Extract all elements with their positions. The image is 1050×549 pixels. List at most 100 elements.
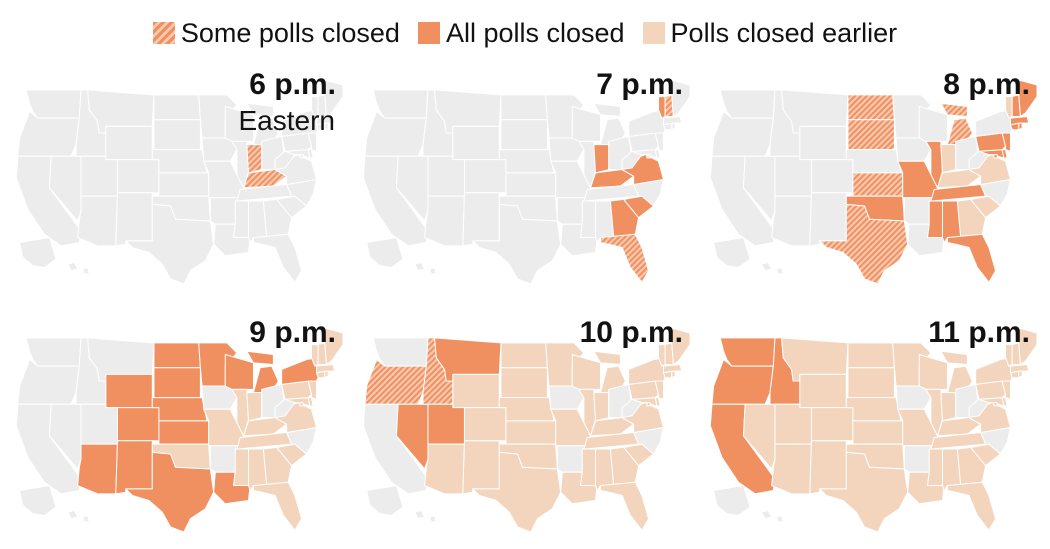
state-ut — [774, 155, 812, 197]
state-nd — [847, 342, 895, 369]
state-in — [246, 144, 263, 174]
legend-item-closed-earlier: Polls closed earlier — [642, 18, 897, 49]
state-sd — [500, 119, 548, 151]
us-map — [362, 79, 691, 285]
state-fl — [599, 481, 650, 531]
state-or — [17, 359, 80, 405]
us-map — [709, 79, 1038, 285]
state-in — [246, 392, 263, 422]
state-ms — [233, 200, 249, 239]
state-ak — [366, 485, 404, 516]
state-ms — [580, 448, 596, 487]
state-ak — [19, 485, 57, 516]
state-ut — [774, 403, 812, 445]
state-az — [771, 443, 812, 495]
map-panel: 9 p.m. — [8, 310, 348, 545]
state-co — [810, 407, 854, 442]
state-me — [671, 327, 691, 365]
state-ms — [927, 448, 943, 487]
state-ms — [580, 200, 596, 239]
state-wi — [918, 106, 948, 142]
state-az — [424, 443, 465, 495]
state-dc — [299, 154, 304, 159]
panel-time-label: 10 p.m. — [579, 316, 683, 349]
state-ri — [324, 370, 329, 379]
state-wy — [105, 373, 153, 409]
us-map — [362, 327, 691, 533]
state-hi — [414, 509, 437, 523]
state-de — [307, 149, 314, 159]
state-ri — [1018, 370, 1023, 379]
legend-swatch-solid — [417, 22, 440, 44]
state-co — [810, 159, 854, 194]
legend-item-some-closed: Some polls closed — [152, 18, 400, 49]
state-nc — [970, 179, 1011, 207]
state-ks — [158, 420, 210, 445]
state-nd — [847, 94, 895, 121]
state-nm — [809, 440, 847, 495]
state-wv — [621, 398, 643, 419]
state-ny — [281, 357, 319, 385]
state-ny — [628, 109, 666, 137]
state-dc — [299, 402, 304, 407]
legend-swatch-light — [642, 22, 665, 44]
state-ne — [498, 149, 555, 174]
state-wa — [372, 337, 429, 367]
state-nm — [462, 440, 500, 495]
state-wa — [719, 337, 776, 367]
map-panel: 10 p.m. — [355, 310, 695, 545]
state-sd — [153, 119, 201, 151]
us-map — [709, 327, 1038, 533]
state-ks — [505, 420, 557, 445]
state-dc — [646, 402, 651, 407]
state-fl — [252, 233, 303, 283]
state-az — [77, 195, 118, 247]
panel-time-label: 11 p.m. — [928, 316, 1030, 349]
state-mi — [940, 102, 973, 146]
state-de — [1001, 149, 1008, 159]
state-wi — [571, 354, 601, 390]
state-me — [324, 327, 344, 365]
state-ri — [671, 122, 676, 131]
state-ga — [609, 446, 640, 487]
panel-time-label: 7 p.m. — [596, 68, 683, 101]
state-ne — [845, 397, 902, 422]
state-nc — [276, 179, 317, 207]
legend-swatch-hatched — [152, 22, 175, 44]
state-hi — [67, 261, 90, 275]
state-co — [463, 407, 507, 442]
state-ma — [662, 363, 683, 374]
state-ne — [498, 397, 555, 422]
state-tx — [125, 203, 215, 285]
state-co — [116, 407, 160, 442]
state-vt — [1005, 96, 1013, 119]
state-wa — [25, 337, 82, 367]
panel-time-label: 8 p.m. — [943, 68, 1030, 101]
state-ri — [1018, 122, 1023, 131]
state-fl — [252, 481, 303, 531]
state-wy — [799, 373, 847, 409]
state-nm — [462, 192, 500, 247]
state-wv — [274, 398, 296, 419]
state-wa — [25, 89, 82, 119]
state-ne — [151, 149, 208, 174]
map-panel: 11 p.m. — [702, 310, 1042, 545]
state-ky — [590, 169, 635, 189]
state-wy — [105, 125, 153, 161]
state-in — [940, 392, 957, 422]
state-ma — [1009, 363, 1030, 374]
state-hi — [414, 261, 437, 275]
state-wv — [968, 398, 990, 419]
state-hi — [67, 509, 90, 523]
state-ks — [852, 172, 904, 197]
state-or — [364, 111, 427, 157]
state-ma — [662, 115, 683, 126]
state-ga — [609, 198, 640, 239]
state-ks — [852, 420, 904, 445]
state-co — [463, 159, 507, 194]
map-panel: 8 p.m. — [702, 62, 1042, 297]
state-ut — [80, 403, 118, 445]
state-ma — [315, 115, 336, 126]
state-wy — [452, 125, 500, 161]
state-az — [77, 443, 118, 495]
